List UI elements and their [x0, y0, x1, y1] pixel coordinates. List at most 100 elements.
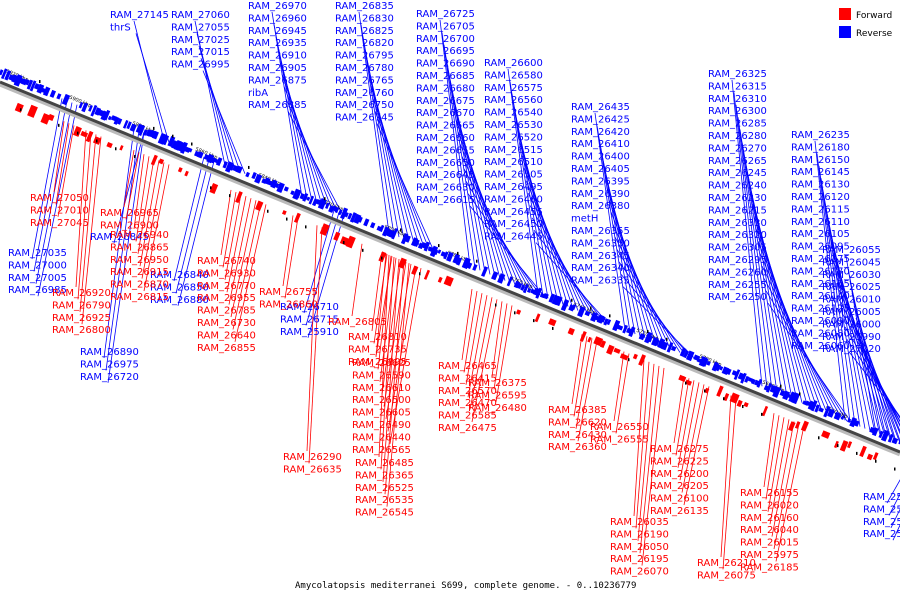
leader-line — [33, 100, 68, 272]
reverse-gene-arrow — [660, 341, 669, 351]
reverse-gene-label: RAM_27060 — [171, 10, 230, 21]
leader-line — [380, 256, 395, 470]
leader-line — [859, 342, 900, 426]
forward-gene-label: RAM_26225 — [650, 456, 709, 467]
leader-line — [277, 49, 318, 204]
leader-line — [105, 130, 140, 371]
leader-line — [75, 130, 87, 288]
forward-gene-label: RAM_26465 — [438, 361, 497, 372]
reverse-gene-arrow — [670, 345, 677, 352]
leader-line — [125, 152, 140, 220]
reverse-gene-arrow — [683, 350, 689, 359]
leader-line — [439, 19, 471, 267]
feature-mark — [818, 436, 820, 440]
reverse-gene-label: RAM_26975 — [80, 359, 139, 370]
reverse-gene-arrow — [81, 102, 89, 113]
reverse-gene-arrow — [349, 212, 357, 223]
forward-gene-label: RAM_26275 — [650, 444, 709, 455]
forward-gene-label: RAM_26050 — [610, 542, 669, 553]
leader-line — [133, 154, 145, 230]
forward-gene-label: RAM_26730 — [197, 318, 256, 329]
reverse-gene-label: RAM_26080 — [791, 328, 850, 339]
leader-line — [765, 290, 848, 422]
forward-gene-arrow — [599, 340, 607, 349]
legend-reverse-label: Reverse — [856, 29, 893, 39]
leader-line — [535, 242, 609, 324]
feature-mark — [723, 397, 725, 401]
leader-line — [771, 421, 795, 537]
reverse-gene-label: RAM_26505 — [484, 170, 543, 181]
forward-gene-label: RAM_25975 — [740, 550, 799, 561]
forward-gene-label: RAM_26870 — [110, 280, 169, 291]
leader-line — [763, 278, 843, 420]
leader-line — [382, 259, 400, 482]
reverse-gene-arrow — [622, 324, 628, 334]
forward-gene-label: RAM_26385 — [548, 405, 607, 416]
forward-gene-label: RAM_26290 — [283, 452, 342, 463]
feature-mark — [134, 155, 136, 159]
reverse-gene-label: RAM_26380 — [571, 201, 630, 212]
reverse-gene-label: thrS — [110, 22, 131, 33]
reverse-gene-label: RAM_26215 — [708, 205, 767, 216]
reverse-gene-label: RAM_26265 — [708, 156, 767, 167]
leader-line — [141, 162, 165, 279]
reverse-gene-label: RAM_26515 — [484, 145, 543, 156]
forward-gene-arrow — [119, 145, 124, 151]
reverse-gene-label: RAM_26095 — [791, 242, 850, 253]
forward-gene-label: RAM_26430 — [548, 430, 607, 441]
reverse-gene-arrow — [651, 336, 659, 347]
forward-gene-arrow — [345, 235, 356, 249]
reverse-gene-label: RAM_26580 — [484, 70, 543, 81]
leader-line — [306, 225, 318, 452]
leader-line — [769, 419, 790, 525]
reverse-gene-arrow — [187, 147, 193, 153]
feature-mark — [495, 303, 497, 307]
reverse-gene-arrow — [472, 264, 478, 271]
leader-line — [679, 382, 700, 481]
leader-line — [886, 479, 900, 504]
leader-line — [529, 205, 594, 317]
reverse-gene-arrow — [90, 104, 98, 117]
reverse-gene-arrow — [29, 80, 37, 92]
forward-gene-arrow — [319, 223, 330, 236]
reverse-gene-arrow — [612, 319, 621, 332]
reverse-gene-label: RAM_26000 — [822, 319, 881, 330]
reverse-gene-arrow — [772, 386, 782, 398]
reverse-gene-label: RAM_26325 — [708, 69, 767, 80]
reverse-gene-label: RAM_25915 — [863, 492, 900, 503]
forward-gene-label: RAM_26490 — [352, 420, 411, 431]
leader-line — [378, 254, 390, 458]
reverse-gene-label: RAM_26705 — [416, 21, 475, 32]
reverse-gene-arrow — [302, 192, 309, 202]
forward-gene-arrow — [27, 104, 38, 118]
reverse-gene-arrow — [411, 237, 419, 247]
feature-mark — [20, 108, 22, 112]
reverse-gene-label: RAM_26305 — [708, 243, 767, 254]
reverse-gene-label: RAM_26255 — [708, 280, 767, 291]
axis-shadow — [0, 81, 900, 457]
reverse-gene-arrow — [554, 295, 563, 307]
leader-lines — [31, 11, 900, 570]
forward-gene-arrow — [437, 276, 443, 283]
leader-line — [749, 191, 808, 405]
reverse-gene-label: RAM_26165 — [791, 279, 850, 290]
forward-gene-arrow — [177, 167, 183, 173]
reverse-gene-label: RAM_26245 — [708, 168, 767, 179]
forward-gene-label: RAM_26740 — [197, 256, 256, 267]
reverse-gene-label: RAM_26520 — [484, 132, 543, 143]
forward-gene-label: RAM_26860 — [259, 299, 318, 310]
forward-gene-arrow — [579, 331, 587, 342]
feature-mark — [457, 251, 459, 255]
leader-line — [287, 111, 343, 214]
reverse-gene-arrow — [0, 69, 4, 76]
reverse-gene-label: RAM_26820 — [335, 38, 394, 49]
feature-mark — [305, 225, 307, 229]
reverse-gene-arrow — [654, 339, 660, 347]
reverse-gene-arrow — [26, 79, 34, 90]
reverse-gene-label: RAM_26650 — [416, 158, 475, 169]
leader-line — [173, 156, 205, 282]
reverse-gene-arrow — [337, 209, 343, 216]
forward-gene-label: RAM_26545 — [355, 508, 414, 519]
leader-line — [81, 136, 102, 325]
reverse-gene-label: RAM_26420 — [571, 127, 630, 138]
